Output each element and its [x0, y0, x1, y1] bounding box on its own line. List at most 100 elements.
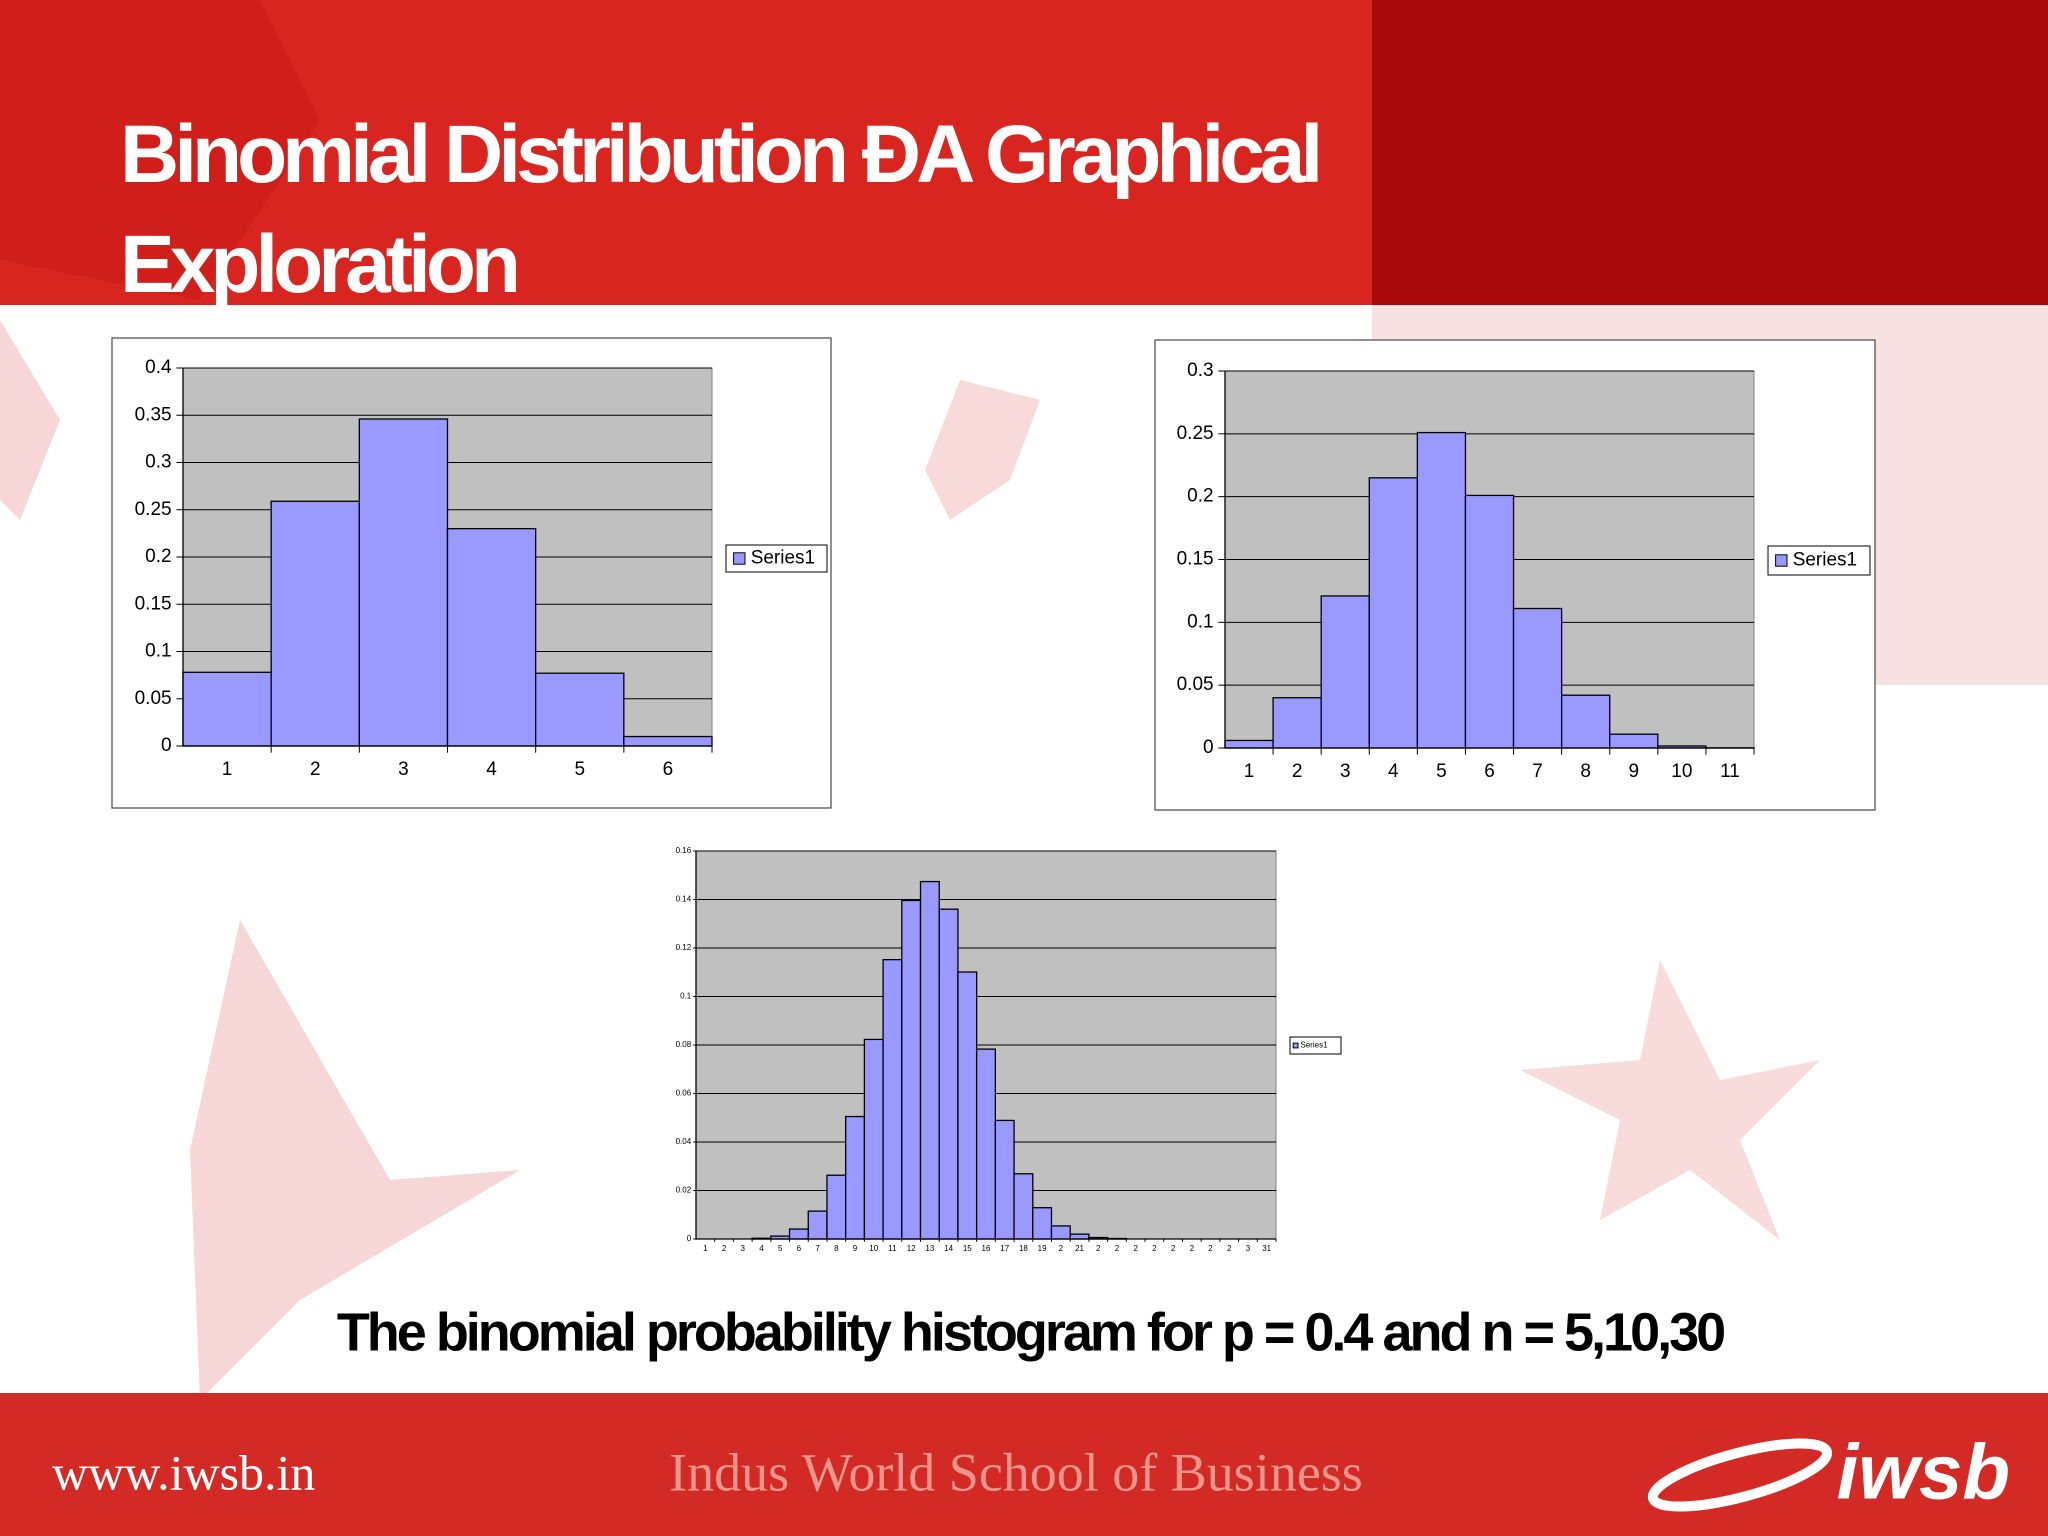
bar [446, 528, 537, 747]
x-tick-label: 2 [1171, 1244, 1176, 1253]
bar [1272, 697, 1322, 749]
y-tick-label: 0.3 [145, 452, 171, 473]
x-tick-label: 4 [759, 1244, 764, 1253]
y-tick-label: 0.05 [1177, 674, 1214, 695]
bar [270, 500, 360, 747]
legend-swatch [1292, 1042, 1299, 1049]
y-tick-label: 0.15 [135, 593, 172, 614]
bg-origami [925, 380, 1040, 520]
y-tick-label: 0.3 [1187, 360, 1213, 381]
bar [882, 958, 903, 1240]
x-tick-label: 8 [834, 1244, 839, 1253]
footer-url: www.iwsb.in [52, 1444, 315, 1500]
x-tick-label: 2 [1059, 1244, 1064, 1253]
bar [863, 1038, 884, 1240]
x-tick-label: 15 [963, 1244, 972, 1253]
x-tick-label: 2 [1227, 1244, 1232, 1253]
y-tick-label: 0.12 [676, 943, 692, 952]
x-tick-label: 5 [574, 759, 585, 780]
footer-school: Indus World School of Business [669, 1442, 1363, 1502]
header-band-dark [1372, 0, 2048, 305]
y-tick-label: 0.16 [676, 846, 692, 855]
bar [1512, 607, 1563, 749]
caption: The binomial probability histogram for p… [337, 1302, 1724, 1362]
y-tick-label: 0.1 [680, 992, 692, 1001]
bar [1320, 595, 1370, 749]
x-tick-label: 2 [1115, 1244, 1120, 1253]
bar [1609, 733, 1659, 749]
legend-label: Series1 [751, 548, 815, 569]
x-tick-label: 10 [1671, 761, 1692, 782]
x-tick-label: 2 [1133, 1244, 1138, 1253]
x-tick-label: 2 [1096, 1244, 1101, 1253]
y-tick-label: 0.25 [1177, 423, 1214, 444]
x-tick-label: 3 [741, 1244, 746, 1253]
bar [788, 1228, 809, 1240]
bg-origami [0, 320, 60, 520]
x-tick-label: 10 [869, 1244, 878, 1253]
bar [807, 1210, 828, 1240]
bar [1032, 1207, 1053, 1240]
bar [938, 908, 959, 1240]
y-tick-label: 0.02 [676, 1186, 692, 1195]
title-box: Binomial Distribution ÐA Graphical Explo… [120, 109, 1323, 310]
x-tick-label: 4 [486, 759, 497, 780]
y-tick-label: 0.14 [676, 895, 692, 904]
x-tick-label: 2 [1208, 1244, 1213, 1253]
bar [1050, 1225, 1071, 1240]
x-tick-label: 7 [1532, 761, 1543, 782]
bar [845, 1115, 866, 1240]
bar [623, 735, 713, 747]
y-tick-label: 0.35 [135, 404, 172, 425]
bar [1368, 477, 1419, 749]
x-tick-label: 21 [1075, 1244, 1084, 1253]
bar [1069, 1233, 1090, 1240]
footer-logo: iwsb [1837, 1428, 2010, 1516]
x-tick-label: 2 [1190, 1244, 1195, 1253]
bar [957, 971, 978, 1240]
x-tick-label: 4 [1388, 761, 1399, 782]
x-tick-label: 7 [815, 1244, 820, 1253]
bar [901, 899, 922, 1240]
y-tick-label: 0.2 [1187, 486, 1213, 507]
legend-label: Series1 [1793, 550, 1857, 571]
y-tick-label: 0.06 [676, 1089, 692, 1098]
bar [535, 672, 625, 747]
legend-swatch [733, 552, 746, 565]
x-tick-label: 12 [907, 1244, 916, 1253]
x-tick-label: 2 [1292, 761, 1303, 782]
x-tick-label: 6 [797, 1244, 802, 1253]
x-tick-label: 2 [1152, 1244, 1157, 1253]
bar [182, 671, 272, 747]
x-tick-label: 11 [888, 1244, 897, 1253]
y-tick-label: 0.1 [145, 641, 171, 662]
x-tick-label: 17 [1000, 1244, 1009, 1253]
x-tick-label: 5 [778, 1244, 783, 1253]
bg-origami [1520, 960, 1820, 1240]
x-tick-label: 5 [1436, 761, 1447, 782]
x-tick-label: 14 [944, 1244, 953, 1253]
bar [975, 1048, 997, 1240]
y-tick-label: 0.08 [676, 1040, 692, 1049]
x-tick-label: 6 [1484, 761, 1495, 782]
x-tick-label: 3 [1246, 1244, 1251, 1253]
legend-swatch [1775, 554, 1788, 567]
y-tick-label: 0.4 [145, 357, 172, 378]
x-tick-label: 1 [703, 1244, 708, 1253]
x-tick-label: 2 [310, 759, 321, 780]
y-tick-label: 0.05 [135, 688, 172, 709]
x-tick-label: 3 [398, 759, 409, 780]
bar [1560, 694, 1611, 749]
bg-origami [190, 920, 520, 1400]
x-tick-label: 19 [1038, 1244, 1047, 1253]
x-tick-label: 31 [1262, 1244, 1271, 1253]
x-tick-label: 11 [1720, 761, 1740, 782]
y-tick-label: 0.25 [135, 499, 172, 520]
y-tick-label: 0 [687, 1234, 692, 1243]
slide-title: Binomial Distribution ÐA Graphical Explo… [120, 109, 1323, 310]
y-tick-label: 0.1 [1187, 611, 1213, 632]
bar [826, 1174, 847, 1240]
x-tick-label: 18 [1019, 1244, 1028, 1253]
legend-label: Series1 [1300, 1041, 1328, 1050]
